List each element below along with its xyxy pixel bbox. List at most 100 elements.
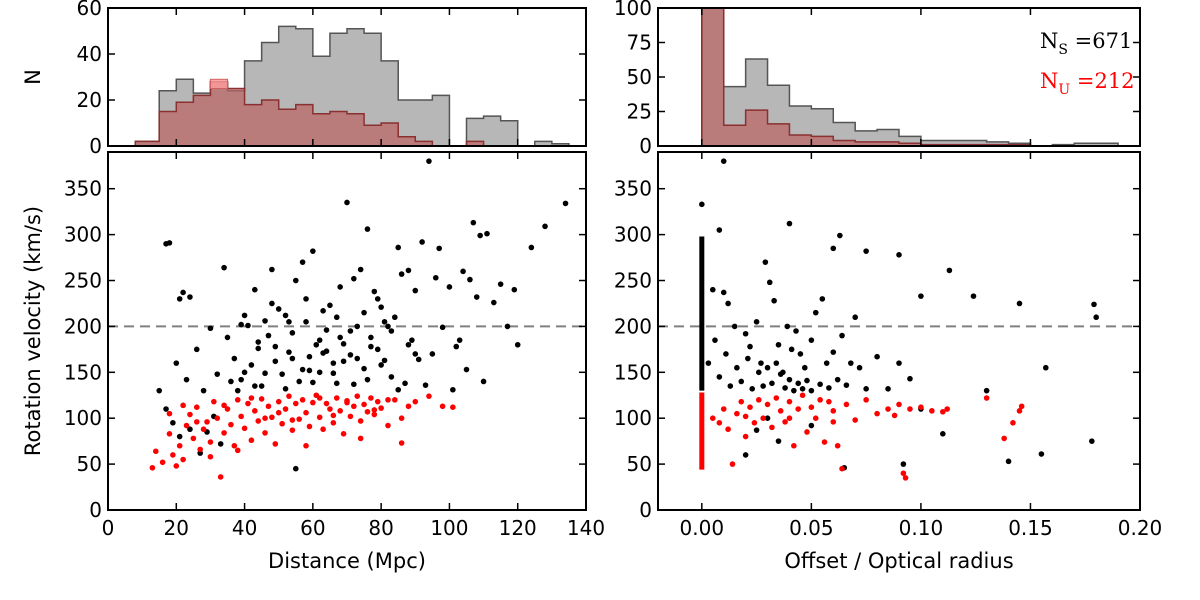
scatter-point-unsuccessful <box>303 442 309 449</box>
scatter-point-successful <box>347 328 354 334</box>
scatter-point-unsuccessful <box>900 470 907 477</box>
x-tick-label: 100 <box>430 516 468 540</box>
scatter-point-successful <box>361 365 367 372</box>
y-tick-label: 100 <box>614 0 652 20</box>
scatter-point-successful <box>758 360 764 366</box>
legend-symbol: N <box>1040 69 1058 93</box>
scatter-point-successful <box>784 323 791 330</box>
scatter-point-successful <box>337 284 343 290</box>
scatter-point-successful <box>918 293 924 299</box>
scatter-point-unsuccessful <box>439 403 446 410</box>
scatter-point-successful <box>265 332 272 339</box>
scatter-point-unsuccessful <box>344 399 350 406</box>
scatter-point-successful <box>275 306 282 312</box>
scatter-point-successful <box>200 387 207 394</box>
scatter-point-successful <box>511 286 518 293</box>
scatter-point-unsuccessful <box>874 410 880 417</box>
scatter-point-unsuccessful <box>773 395 780 401</box>
scatter-point-successful <box>436 245 442 252</box>
scatter-point-unsuccessful <box>241 425 248 432</box>
scatter-point-successful <box>320 308 326 314</box>
scatter-point-successful <box>497 281 504 287</box>
scatter-point-unsuccessful <box>983 395 990 401</box>
scatter-point-successful <box>749 386 756 392</box>
scatter-point-successful <box>310 248 316 254</box>
scatter-point-unsuccessful <box>755 397 762 403</box>
y-tick-label: 0 <box>639 134 652 158</box>
scatter-point-unsuccessful <box>720 406 727 412</box>
scatter-point-successful <box>817 381 823 388</box>
scatter-point-unsuccessful <box>193 404 200 410</box>
scatter-point-successful <box>856 364 863 371</box>
scatter-point-successful <box>163 240 169 247</box>
scatter-point-successful <box>248 362 255 368</box>
scatter-point-unsuccessful <box>812 415 819 422</box>
legend-value: =671 <box>1068 29 1132 53</box>
scatter-point-successful <box>327 302 333 309</box>
scatter-point-successful <box>303 319 309 325</box>
scatter-point-unsuccessful <box>221 402 227 409</box>
y-tick-label: 200 <box>64 314 102 338</box>
scatter-point-unsuccessful <box>204 419 210 425</box>
scatter-point-successful <box>753 319 760 325</box>
scatter-point-unsuccessful <box>1016 408 1023 414</box>
scatter-point-successful <box>422 382 429 388</box>
axes-frame <box>107 151 587 511</box>
scatter-point-successful <box>272 358 279 365</box>
scatter-point-unsuccessful <box>918 404 924 410</box>
scatter-point-successful <box>491 299 497 306</box>
scatter-point-successful <box>727 383 734 389</box>
scatter-point-unsuccessful <box>166 431 173 437</box>
x-tick-label: 80 <box>368 516 393 540</box>
scatter-point-unsuccessful <box>1018 403 1025 410</box>
scatter-point-unsuccessful <box>734 410 740 417</box>
scatter-point-successful <box>742 452 749 458</box>
scatter-point-unsuccessful <box>902 475 909 481</box>
scatter-point-successful <box>843 382 850 388</box>
scatter-point-successful <box>296 378 303 385</box>
scatter-point-unsuccessful <box>896 401 902 408</box>
scatter-point-successful <box>775 341 782 348</box>
distance-histogram-panel: 0 20 40 60 N <box>21 0 587 158</box>
scatter-point-successful <box>255 345 262 352</box>
scatter-point-successful <box>306 353 313 360</box>
scatter-point-successful <box>528 244 535 251</box>
scatter-point-unsuccessful <box>725 426 731 433</box>
scatter-point-unsuccessful <box>351 403 357 410</box>
scatter-point-unsuccessful <box>944 406 950 412</box>
scatter-point-successful <box>231 355 238 362</box>
x-tick-label: 0 <box>102 516 115 540</box>
scatter-point-successful <box>170 419 176 426</box>
scatter-point-unsuccessful <box>782 419 788 425</box>
scatter-point-successful <box>970 293 977 299</box>
scatter-point-successful <box>983 387 990 394</box>
scatter-point-successful <box>306 367 313 374</box>
scatter-point-successful <box>224 334 231 341</box>
scatter-point-successful <box>388 374 395 380</box>
scatter-point-unsuccessful <box>385 397 391 403</box>
scatter-point-unsuccessful <box>193 419 200 425</box>
scatter-point-successful <box>699 201 705 208</box>
scatter-point-successful <box>347 352 354 358</box>
distance-scatter-panel: 0 50 100 150 200 250 300 350 0 20 40 60 80 100 120 140 D… <box>21 151 605 573</box>
scatter-point-unsuccessful <box>214 415 221 422</box>
scatter-point-successful <box>269 266 275 273</box>
scatter-point-unsuccessful <box>863 397 869 403</box>
scatter-point-successful <box>187 426 193 433</box>
scatter-point-successful <box>885 386 891 392</box>
scatter-point-unsuccessful <box>248 395 255 401</box>
scatter-point-successful <box>786 220 793 227</box>
scatter-point-successful <box>514 341 521 348</box>
scatter-point-successful <box>286 319 292 325</box>
scatter-point-successful <box>221 264 227 271</box>
scatter-point-unsuccessful <box>337 408 343 414</box>
scatter-point-successful <box>255 339 262 345</box>
x-tick-label: 0.05 <box>789 516 834 540</box>
scatter-point-unsuccessful <box>327 406 333 412</box>
scatter-point-successful <box>340 358 347 365</box>
scatter-point-unsuccessful <box>885 406 891 412</box>
scatter-point-successful <box>896 252 902 258</box>
scatter-point-successful <box>330 360 337 366</box>
scatter-point-successful <box>775 438 782 444</box>
scatter-point-successful <box>409 337 415 343</box>
